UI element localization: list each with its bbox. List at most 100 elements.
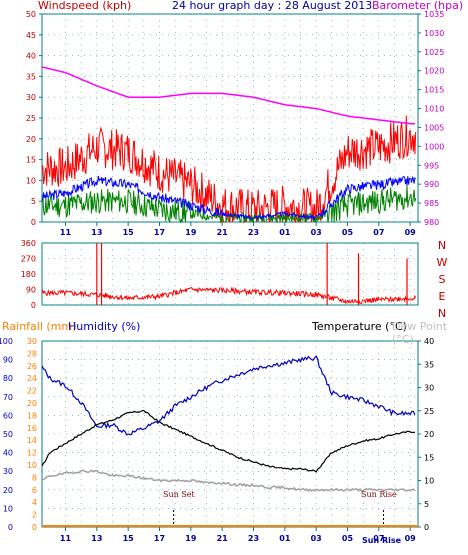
baro-ytick-label: 985 bbox=[424, 199, 439, 208]
humidity-ytick-label: 6 bbox=[32, 486, 37, 495]
compass-n: N bbox=[437, 239, 447, 252]
humidity-ytick-label: 20 bbox=[27, 399, 37, 408]
humidity-ytick-label: 30 bbox=[27, 337, 37, 346]
temp-xtick-label: 21 bbox=[217, 534, 229, 543]
wind-ytick-label: 30 bbox=[26, 93, 36, 102]
temp-ytick-label: 20 bbox=[424, 430, 434, 439]
rain-ytick-label: 80 bbox=[3, 374, 13, 383]
humidity-ytick-label: 2 bbox=[32, 511, 37, 520]
direction-ytick-label: 90 bbox=[26, 286, 36, 295]
sunset-label: Sun Set bbox=[163, 490, 195, 499]
wind-ytick-label: 20 bbox=[26, 135, 36, 144]
humidity-ytick-label: 10 bbox=[27, 461, 37, 470]
temperature-line bbox=[41, 409, 415, 473]
temp-ytick-label: 30 bbox=[424, 384, 434, 393]
rain-ytick-label: 10 bbox=[3, 504, 13, 513]
temp-xtick-label: 09 bbox=[405, 534, 417, 543]
baro-ytick-label: 1015 bbox=[424, 86, 444, 95]
direction-ytick-label: 0 bbox=[31, 301, 36, 310]
wind-ytick-label: 5 bbox=[31, 197, 36, 206]
direction-ytick-label: 270 bbox=[21, 255, 36, 264]
baro-ytick-label: 980 bbox=[424, 218, 439, 227]
temp-ytick-label: 0 bbox=[424, 523, 429, 532]
humidity-ytick-label: 28 bbox=[27, 349, 37, 358]
rain-ytick-label: 60 bbox=[3, 411, 13, 420]
wind-xtick-label: 17 bbox=[154, 228, 165, 237]
humidity-ytick-label: 14 bbox=[27, 436, 37, 445]
direction-ytick-label: 180 bbox=[21, 270, 36, 279]
wind-ytick-label: 10 bbox=[26, 176, 36, 185]
graph-title: 24 hour graph day : 28 August 2013 bbox=[172, 0, 373, 12]
wind-ytick-label: 45 bbox=[26, 31, 36, 40]
barometer-line bbox=[41, 66, 415, 125]
wind-speed-line bbox=[41, 175, 417, 222]
wind-ytick-label: 40 bbox=[26, 52, 36, 61]
temp-xtick-label: 03 bbox=[311, 534, 322, 543]
wind-xtick-label: 15 bbox=[123, 228, 135, 237]
wind-ytick-label: 0 bbox=[31, 218, 36, 227]
rain-ytick-label: 50 bbox=[3, 430, 13, 439]
baro-ytick-label: 1005 bbox=[424, 123, 444, 132]
humidity-ytick-label: 24 bbox=[27, 374, 37, 383]
wind-ytick-label: 25 bbox=[26, 114, 36, 123]
baro-ytick-label: 1025 bbox=[424, 48, 444, 57]
baro-ytick-label: 1010 bbox=[424, 105, 444, 114]
wind-xtick-label: 01 bbox=[279, 228, 291, 237]
humidity-ytick-label: 4 bbox=[32, 498, 37, 507]
direction-line bbox=[41, 286, 417, 305]
compass-s: S bbox=[438, 273, 446, 286]
humidity-ytick-label: 12 bbox=[27, 449, 37, 458]
baro-ytick-label: 1000 bbox=[424, 142, 444, 151]
temp-xtick-label: 23 bbox=[248, 534, 259, 543]
temperature-header: Temperature (°C) bbox=[312, 320, 407, 333]
baro-ytick-label: 1030 bbox=[424, 29, 444, 38]
humidity-line bbox=[41, 355, 416, 436]
wind-xtick-label: 21 bbox=[217, 228, 229, 237]
humidity-ytick-label: 8 bbox=[32, 473, 37, 482]
windspeed-header: Windspeed (kph) bbox=[38, 0, 132, 12]
sunrise-label: Sun Rise bbox=[361, 490, 397, 499]
compass-w: W bbox=[436, 256, 448, 269]
baro-ytick-label: 995 bbox=[424, 161, 439, 170]
wind-xtick-label: 23 bbox=[248, 228, 259, 237]
temp-ytick-label: 35 bbox=[424, 360, 434, 369]
baro-ytick-label: 1020 bbox=[424, 67, 444, 76]
compass-labels: N W S E N bbox=[432, 237, 452, 322]
humidity-ytick-label: 18 bbox=[27, 411, 37, 420]
sunrise-axis-label: Sun Rise bbox=[362, 536, 402, 545]
compass-e: E bbox=[438, 290, 446, 303]
direction-ytick-label: 360 bbox=[21, 239, 36, 248]
compass-n2: N bbox=[437, 307, 447, 320]
wind-ytick-label: 15 bbox=[26, 156, 36, 165]
wind-gust-line bbox=[41, 115, 417, 224]
rain-ytick-label: 70 bbox=[3, 393, 13, 402]
wind-average-line bbox=[41, 185, 417, 224]
humidity-ytick-label: 22 bbox=[27, 387, 37, 396]
wind-xtick-label: 07 bbox=[373, 228, 384, 237]
rain-ytick-label: 40 bbox=[3, 449, 13, 458]
humidity-header: Humidity (%) bbox=[68, 320, 141, 333]
temp-ytick-label: 25 bbox=[424, 407, 434, 416]
rain-ytick-label: 90 bbox=[3, 356, 13, 365]
barometer-header: Barometer (hpa) bbox=[372, 0, 464, 12]
baro-ytick-label: 990 bbox=[424, 180, 439, 189]
humidity-ytick-label: 16 bbox=[27, 424, 37, 433]
humidity-ytick-label: 26 bbox=[27, 362, 37, 371]
temp-ytick-label: 10 bbox=[424, 477, 434, 486]
temp-ytick-label: 40 bbox=[424, 337, 434, 346]
wind-xtick-label: 03 bbox=[311, 228, 322, 237]
rainfall-header: Rainfall (mm) bbox=[2, 320, 77, 333]
temp-ytick-label: 15 bbox=[424, 453, 434, 462]
direction-plot-frame bbox=[41, 242, 419, 306]
temp-xtick-label: 01 bbox=[279, 534, 291, 543]
wind-xtick-label: 13 bbox=[91, 228, 102, 237]
wind-xtick-label: 09 bbox=[405, 228, 417, 237]
wind-xtick-label: 05 bbox=[342, 228, 354, 237]
temp-plot-frame bbox=[41, 340, 419, 528]
temp-ytick-label: 5 bbox=[424, 500, 429, 509]
dewpoint-line bbox=[42, 469, 416, 493]
wind-xtick-label: 11 bbox=[60, 228, 72, 237]
temp-xtick-label: 07 bbox=[373, 534, 384, 543]
rain-ytick-label: 100 bbox=[0, 337, 13, 346]
